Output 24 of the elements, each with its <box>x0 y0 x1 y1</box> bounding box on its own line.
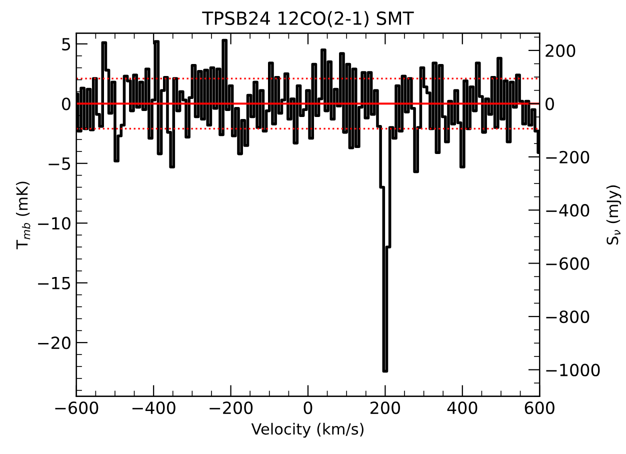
y2-tick-label: −800 <box>546 310 590 324</box>
x-tick-label: 400 <box>447 401 478 414</box>
y-tick-label: −15 <box>38 277 70 290</box>
x-tick-label: −200 <box>210 401 253 414</box>
y2-tick-label: −400 <box>546 204 590 217</box>
y-tick-label: −10 <box>38 217 70 230</box>
y-tick-label: 0 <box>62 98 70 110</box>
y2-axis-title: S$_{ν}$ (mJy) <box>606 185 622 245</box>
y-tick-label: 5 <box>62 38 70 50</box>
y-axis-title: T$_{mb}$ (mK) <box>16 182 30 250</box>
y2-tick-label: 0 <box>546 98 554 110</box>
x-axis-title: Velocity (km/s) <box>251 422 364 438</box>
y2-tick-label: −600 <box>546 257 590 270</box>
x-tick-label: 0 <box>304 401 312 414</box>
x-tick-label: −400 <box>132 401 176 414</box>
y2-tick-label: 200 <box>546 44 576 58</box>
x-tick-label: 600 <box>524 401 554 414</box>
y2-tick-label: −1000 <box>546 364 600 376</box>
chart-title: TPSB24 12CO(2-1) SMT <box>202 11 414 28</box>
y2-tick-label: −200 <box>546 150 590 164</box>
x-tick-label: 200 <box>370 401 400 414</box>
y-tick-label: −20 <box>38 336 70 350</box>
x-tick-label: −600 <box>55 401 98 414</box>
y-tick-label: −5 <box>48 158 70 170</box>
